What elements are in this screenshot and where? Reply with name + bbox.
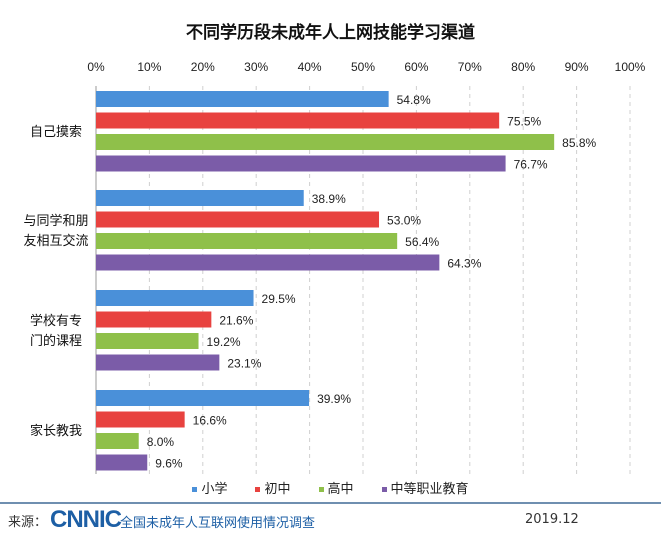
bar-初中 [96, 411, 185, 428]
x-tick-label: 0% [87, 60, 105, 74]
data-label: 76.7% [514, 158, 548, 172]
legend-swatch [255, 487, 261, 492]
bar-中等职业教育 [96, 155, 506, 172]
data-label: 56.4% [405, 235, 439, 249]
x-tick-label: 10% [137, 60, 161, 74]
legend-label: 中等职业教育 [390, 482, 469, 497]
data-label: 38.9% [312, 192, 346, 206]
cnnic-logo: CNNIC [50, 506, 122, 533]
category-label: 门的课程 [30, 333, 82, 348]
bar-高中 [96, 333, 199, 349]
data-label: 54.8% [397, 93, 431, 107]
bar-小学 [96, 91, 389, 107]
data-label: 75.5% [507, 115, 541, 129]
bar-高中 [96, 134, 555, 150]
survey-date: 2019.12 [525, 512, 579, 527]
legend-label: 初中 [264, 482, 291, 497]
data-label: 9.6% [155, 457, 183, 471]
footer-divider [0, 502, 661, 504]
data-label: 53.0% [387, 214, 421, 228]
legend-swatch [318, 487, 324, 492]
category-label: 友相互交流 [23, 233, 88, 248]
survey-name: 全国未成年人互联网使用情况调查 [120, 516, 316, 531]
bar-初中 [96, 311, 212, 328]
source-label: 来源： [8, 515, 48, 530]
x-tick-label: 30% [244, 60, 268, 74]
data-label: 29.5% [262, 292, 296, 306]
category-label: 学校有专 [30, 313, 82, 328]
x-tick-label: 90% [565, 60, 589, 74]
legend-item: 初中 [255, 478, 291, 497]
x-tick-label: 20% [191, 60, 215, 74]
bar-高中 [96, 233, 398, 249]
category-label: 自己摸索 [30, 124, 82, 139]
legend-item: 小学 [192, 478, 227, 497]
data-label: 8.0% [147, 435, 175, 449]
category-label: 家长教我 [30, 423, 82, 438]
x-tick-label: 80% [511, 60, 535, 74]
legend-swatch [192, 487, 198, 492]
x-tick-label: 70% [458, 60, 482, 74]
bar-中等职业教育 [96, 254, 440, 271]
x-tick-label: 100% [615, 60, 646, 74]
bar-中等职业教育 [96, 454, 148, 471]
bar-小学 [96, 190, 304, 206]
bar-初中 [96, 211, 380, 228]
legend-label: 小学 [201, 482, 228, 497]
bar-中等职业教育 [96, 354, 220, 371]
x-tick-label: 50% [351, 60, 375, 74]
bar-高中 [96, 433, 139, 449]
data-label: 21.6% [219, 314, 253, 328]
data-label: 64.3% [447, 257, 481, 271]
bar-小学 [96, 290, 254, 306]
chart-title: 不同学历段未成年人上网技能学习渠道 [186, 23, 475, 43]
legend-item: 高中 [318, 478, 354, 497]
x-tick-label: 40% [298, 60, 322, 74]
data-label: 23.1% [227, 357, 261, 371]
data-label: 19.2% [207, 335, 241, 349]
x-tick-label: 60% [404, 60, 428, 74]
legend-label: 高中 [327, 482, 354, 497]
legend-swatch [381, 487, 387, 492]
category-label: 与同学和朋 [23, 213, 88, 228]
data-label: 85.8% [562, 136, 596, 150]
bar-小学 [96, 390, 310, 406]
data-label: 39.9% [317, 392, 351, 406]
plot-area: 0% 10% 20% 30% 40% 50% 60% 70% 80% 90% 100% 自己摸索 54.… [23, 60, 646, 474]
legend-item: 中等职业教育 [381, 478, 469, 497]
bar-初中 [96, 112, 500, 129]
data-label: 16.6% [193, 414, 227, 428]
legend: 小学 初中 高中 中等职业教育 [0, 478, 661, 497]
